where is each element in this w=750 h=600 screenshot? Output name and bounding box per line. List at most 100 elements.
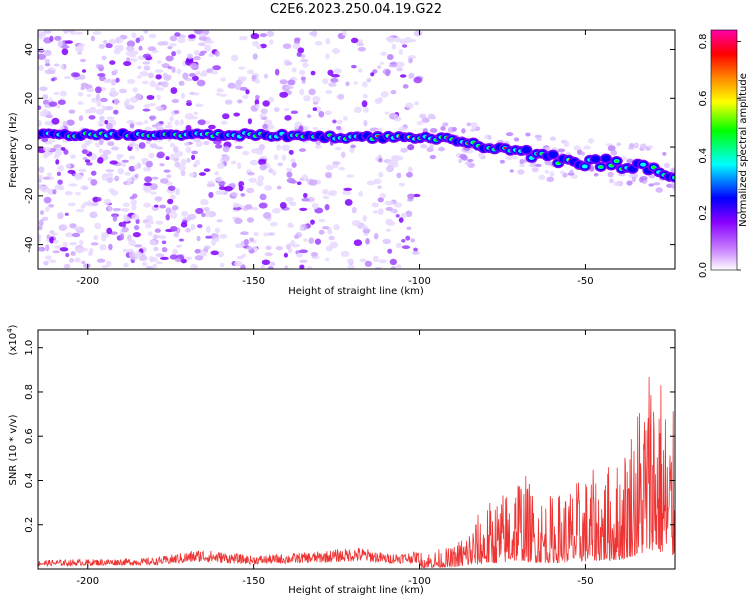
spectrogram-noise-cell (242, 95, 249, 99)
spectrogram-noise-cell (120, 207, 130, 213)
spectrogram-noise-cell (132, 58, 138, 63)
spectrogram-noise-cell (96, 100, 102, 108)
spectrogram-noise-cell (396, 67, 403, 72)
spectrogram-noise-cell (398, 49, 403, 55)
spectrogram-noise-cell (312, 126, 318, 131)
spectrogram-noise-cell (315, 40, 323, 46)
spectrogram-noise-cell (248, 177, 258, 183)
spectrogram-noise-cell (187, 37, 196, 42)
spectrogram-noise-cell (44, 49, 52, 57)
spectrogram-noise-cell (75, 191, 82, 196)
spectrogram-noise-cell (626, 180, 633, 186)
spectrogram-noise-cell (49, 236, 55, 244)
spectrogram-noise-cell (292, 43, 301, 50)
spectrogram-noise-cell (142, 187, 149, 191)
spectrogram-noise-cell (230, 192, 239, 197)
spectrogram-noise-cell (287, 79, 296, 86)
spectrogram-noise-cell (421, 117, 430, 123)
spectrogram-noise-cell (232, 202, 240, 208)
spectrogram-noise-cell (374, 266, 382, 269)
spectrogram-noise-cell (165, 207, 172, 215)
spectrogram-noise-cell (405, 235, 411, 241)
spectrogram-noise-cell (94, 222, 102, 230)
spectrogram-x-axis: -200 -150 -100 -50 (76, 30, 594, 287)
spectrogram-noise-cell (133, 224, 140, 231)
spectrogram-noise-cell (362, 94, 368, 99)
spectrogram-noise-cell (117, 167, 125, 175)
spectrogram-noise-cell (80, 204, 86, 209)
spectrogram-noise-cell (299, 259, 308, 263)
spectrogram-noise-cell (154, 69, 164, 73)
spectrogram-noise-cell (114, 175, 120, 182)
spectrogram-noise-cell (342, 190, 352, 196)
spectrogram-noise-cell (188, 172, 195, 177)
spectrogram-noise-cell (206, 183, 216, 188)
spectrogram-noise-cell (165, 55, 174, 62)
spectrogram-noise-cell (92, 31, 102, 35)
spectrogram-noise-cell (186, 100, 192, 104)
spectrogram-noise-cell (180, 92, 186, 99)
spectrogram-noise-cell (267, 232, 276, 236)
ridge-mid-cell (590, 155, 600, 163)
spectrogram-noise-cell (467, 158, 474, 163)
spectrogram-noise-cell (83, 263, 91, 269)
spectrogram-noise-cell (79, 239, 84, 246)
spectrogram-noise-cell (351, 206, 357, 214)
spectrogram-noise-cell (344, 198, 353, 206)
spectrogram-noise-cell (159, 235, 167, 240)
spectrogram-noise-cell (101, 265, 108, 269)
spectrogram-noise-cell (470, 122, 478, 128)
spectrogram-noise-cell (103, 78, 111, 84)
spectrogram-noise-cell (237, 99, 243, 104)
spectrogram-noise-cell (399, 74, 407, 78)
spectrogram-noise-cell (44, 62, 51, 67)
spectrogram-noise-cell (390, 89, 397, 95)
spectrogram-noise-cell (82, 156, 88, 161)
spectrogram-noise-cell (160, 178, 169, 184)
spectrogram-noise-cell (60, 146, 66, 151)
spectrogram-noise-cell (123, 100, 130, 108)
spectrogram-noise-cell (246, 246, 253, 251)
spectrogram-noise-cell (122, 202, 131, 207)
spectrogram-noise-cell (299, 88, 305, 96)
spectrogram-noise-cell (341, 30, 347, 37)
ridge-hot-cell (651, 166, 656, 169)
spectrogram-noise-cell (206, 225, 211, 233)
spectrogram-noise-cell (626, 158, 634, 164)
spectrogram-noise-cell (123, 61, 132, 67)
spectrogram-noise-cell (142, 53, 152, 59)
spectrogram-noise-cell (257, 159, 267, 166)
spectrogram-noise-cell (627, 146, 635, 150)
spectrogram-noise-cell (176, 49, 182, 55)
spectrogram-noise-cell (173, 232, 180, 238)
spectrogram-noise-cell (214, 171, 220, 176)
spectrogram-noise-cell (358, 190, 364, 197)
colorbar-gradient (710, 29, 738, 271)
spectrogram-noise-cell (205, 120, 210, 125)
spectrogram-noise-cell (68, 109, 76, 114)
spectrogram-noise-cell (410, 238, 415, 243)
spectrogram-noise-cell (429, 144, 434, 149)
spectrogram-noise-cell (98, 138, 104, 146)
spectrogram-noise-cell (142, 219, 150, 224)
spectrogram-noise-cell (662, 152, 667, 156)
spectrogram-noise-cell (232, 206, 242, 211)
spectrogram-noise-cell (149, 103, 156, 107)
spectrogram-noise-cell (325, 245, 333, 252)
spectrogram-noise-cell (534, 134, 542, 139)
spectrogram-noise-cell (82, 69, 87, 73)
spectrogram-noise-cell (265, 245, 272, 251)
spectrogram-noise-cell (53, 63, 60, 67)
spectrogram-noise-cell (126, 57, 131, 62)
spectrogram-noise-cell (100, 231, 110, 238)
spectrogram-noise-cell (127, 79, 136, 84)
spectrogram-noise-cell (167, 121, 172, 126)
spectrogram-noise-cell (115, 77, 120, 83)
spectrogram-noise-cell (176, 244, 183, 248)
spectrogram-noise-cell (169, 43, 178, 47)
spectrogram-noise-cell (65, 191, 72, 195)
spectrogram-noise-cell (44, 141, 53, 145)
spectrogram-noise-cell (144, 176, 153, 183)
spectrogram-noise-cell (322, 78, 329, 85)
spectrogram-noise-cell (346, 174, 355, 178)
